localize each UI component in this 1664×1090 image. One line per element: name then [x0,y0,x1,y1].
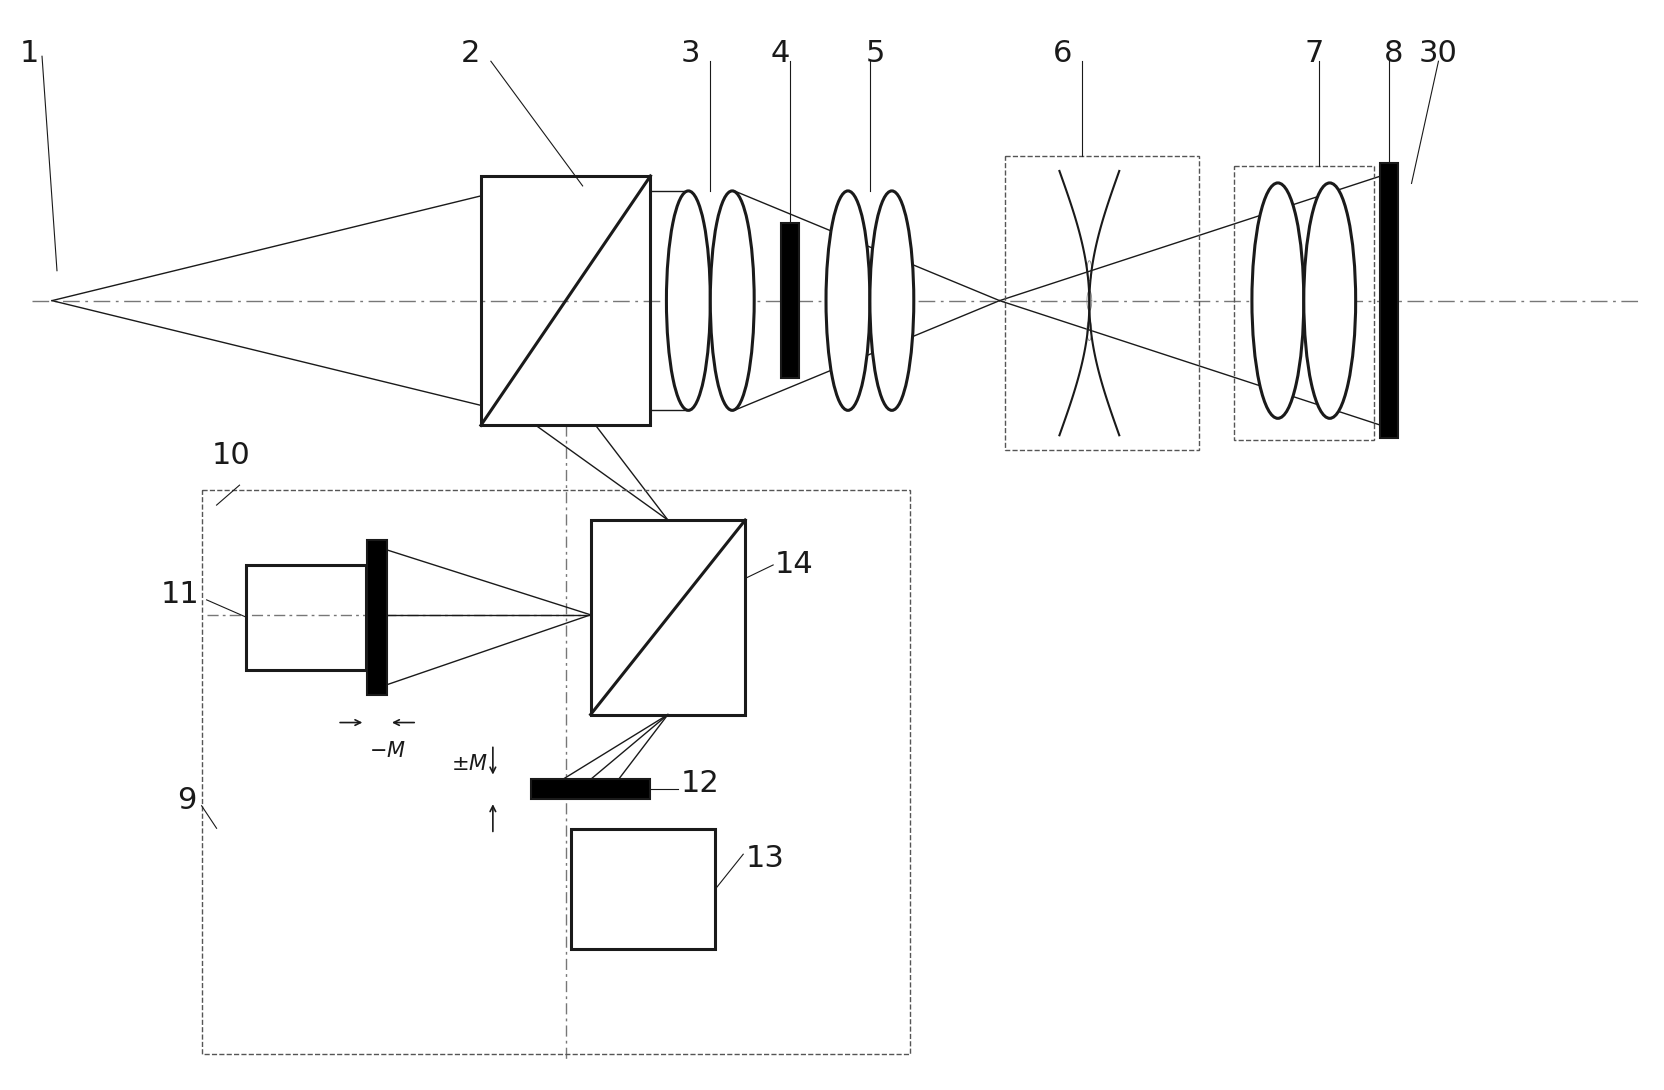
Ellipse shape [1251,183,1305,419]
Ellipse shape [825,191,870,410]
Text: 14: 14 [775,550,814,579]
Text: $\pm M$: $\pm M$ [451,754,488,774]
Bar [1005,156,1200,450]
Bar [1379,164,1398,438]
Bar [571,829,716,949]
Text: 12: 12 [681,770,719,799]
Bar [201,490,910,1054]
Text: 4: 4 [770,39,790,69]
Ellipse shape [666,191,711,410]
Bar [481,175,651,425]
Bar [1235,166,1373,440]
Text: 9: 9 [178,786,196,814]
Text: 6: 6 [1053,39,1073,69]
Text: 5: 5 [865,39,885,69]
Text: 11: 11 [161,580,200,609]
Bar [531,779,651,799]
Text: 7: 7 [1305,39,1323,69]
Text: 10: 10 [211,441,250,470]
Text: 30: 30 [1419,39,1458,69]
Bar [780,223,799,378]
Text: 2: 2 [461,39,481,69]
Bar [368,540,388,694]
Ellipse shape [870,191,914,410]
Bar [246,565,366,669]
Bar [591,520,745,715]
Ellipse shape [711,191,754,410]
Text: 13: 13 [745,845,784,873]
Ellipse shape [1305,183,1356,419]
Text: $-M$: $-M$ [369,740,406,761]
Text: 3: 3 [681,39,701,69]
Text: 8: 8 [1384,39,1403,69]
Text: 1: 1 [20,39,40,69]
